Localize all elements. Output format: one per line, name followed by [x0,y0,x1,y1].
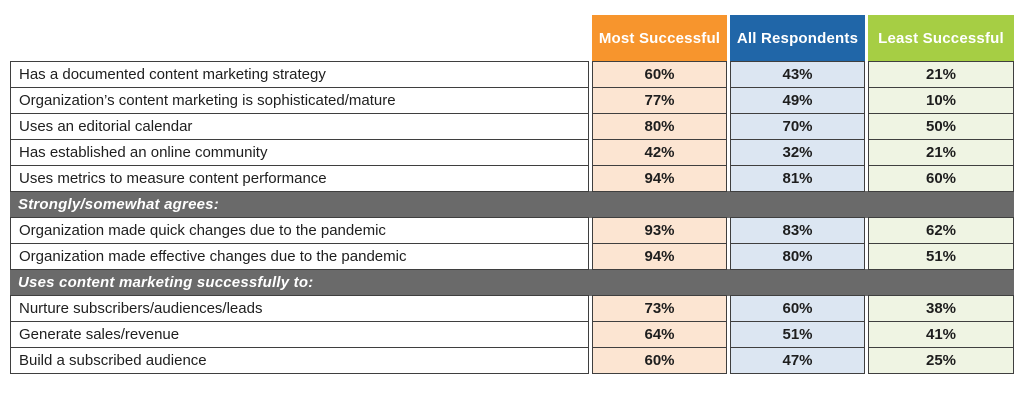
value-cell: 21% [868,139,1014,166]
value-cell: 94% [592,243,727,270]
comparison-table: Most Successful All Respondents Least Succ… [10,15,1014,374]
value-cell: 93% [592,217,727,244]
section-header-uses-content-marketing-successfully-to: Uses content marketing successfully to: [10,269,1014,296]
value-cell: 62% [868,217,1014,244]
table-row: Organization made effective changes due … [10,243,1014,270]
value-cell: 10% [868,87,1014,114]
value-cell: 73% [592,295,727,322]
section-header-strongly-somewhat-agrees: Strongly/somewhat agrees: [10,191,1014,218]
row-label: Build a subscribed audience [10,347,589,374]
row-label: Organization made effective changes due … [10,243,589,270]
value-cell: 60% [592,61,727,88]
table-row: Uses metrics to measure content performa… [10,165,1014,192]
column-header-least-successful: Least Successful [868,15,1014,62]
row-label: Uses an editorial calendar [10,113,589,140]
value-cell: 60% [868,165,1014,192]
table-row: Build a subscribed audience 60% 47% 25% [10,347,1014,374]
value-cell: 43% [730,61,865,88]
table-row: Generate sales/revenue 64% 51% 41% [10,321,1014,348]
value-cell: 70% [730,113,865,140]
column-header-most-successful: Most Successful [592,15,727,62]
value-cell: 42% [592,139,727,166]
row-label: Organization’s content marketing is soph… [10,87,589,114]
value-cell: 77% [592,87,727,114]
row-label: Has a documented content marketing strat… [10,61,589,88]
value-cell: 64% [592,321,727,348]
value-cell: 80% [592,113,727,140]
row-label: Organization made quick changes due to t… [10,217,589,244]
table-header-row: Most Successful All Respondents Least Succ… [10,15,1014,62]
table-row: Has established an online community 42% 32… [10,139,1014,166]
value-cell: 25% [868,347,1014,374]
header-spacer [10,15,589,62]
table-row: Nurture subscribers/audiences/leads 73% 60… [10,295,1014,322]
row-label: Has established an online community [10,139,589,166]
row-label: Uses metrics to measure content performa… [10,165,589,192]
table-row: Organization’s content marketing is soph… [10,87,1014,114]
value-cell: 81% [730,165,865,192]
value-cell: 49% [730,87,865,114]
value-cell: 51% [868,243,1014,270]
value-cell: 83% [730,217,865,244]
value-cell: 50% [868,113,1014,140]
table-row: Organization made quick changes due to t… [10,217,1014,244]
value-cell: 38% [868,295,1014,322]
column-header-all-respondents: All Respondents [730,15,865,62]
value-cell: 32% [730,139,865,166]
value-cell: 60% [592,347,727,374]
value-cell: 51% [730,321,865,348]
table-row: Uses an editorial calendar 80% 70% 50% [10,113,1014,140]
row-label: Generate sales/revenue [10,321,589,348]
value-cell: 41% [868,321,1014,348]
table-row: Has a documented content marketing strat… [10,61,1014,88]
value-cell: 80% [730,243,865,270]
value-cell: 94% [592,165,727,192]
value-cell: 21% [868,61,1014,88]
value-cell: 60% [730,295,865,322]
value-cell: 47% [730,347,865,374]
row-label: Nurture subscribers/audiences/leads [10,295,589,322]
